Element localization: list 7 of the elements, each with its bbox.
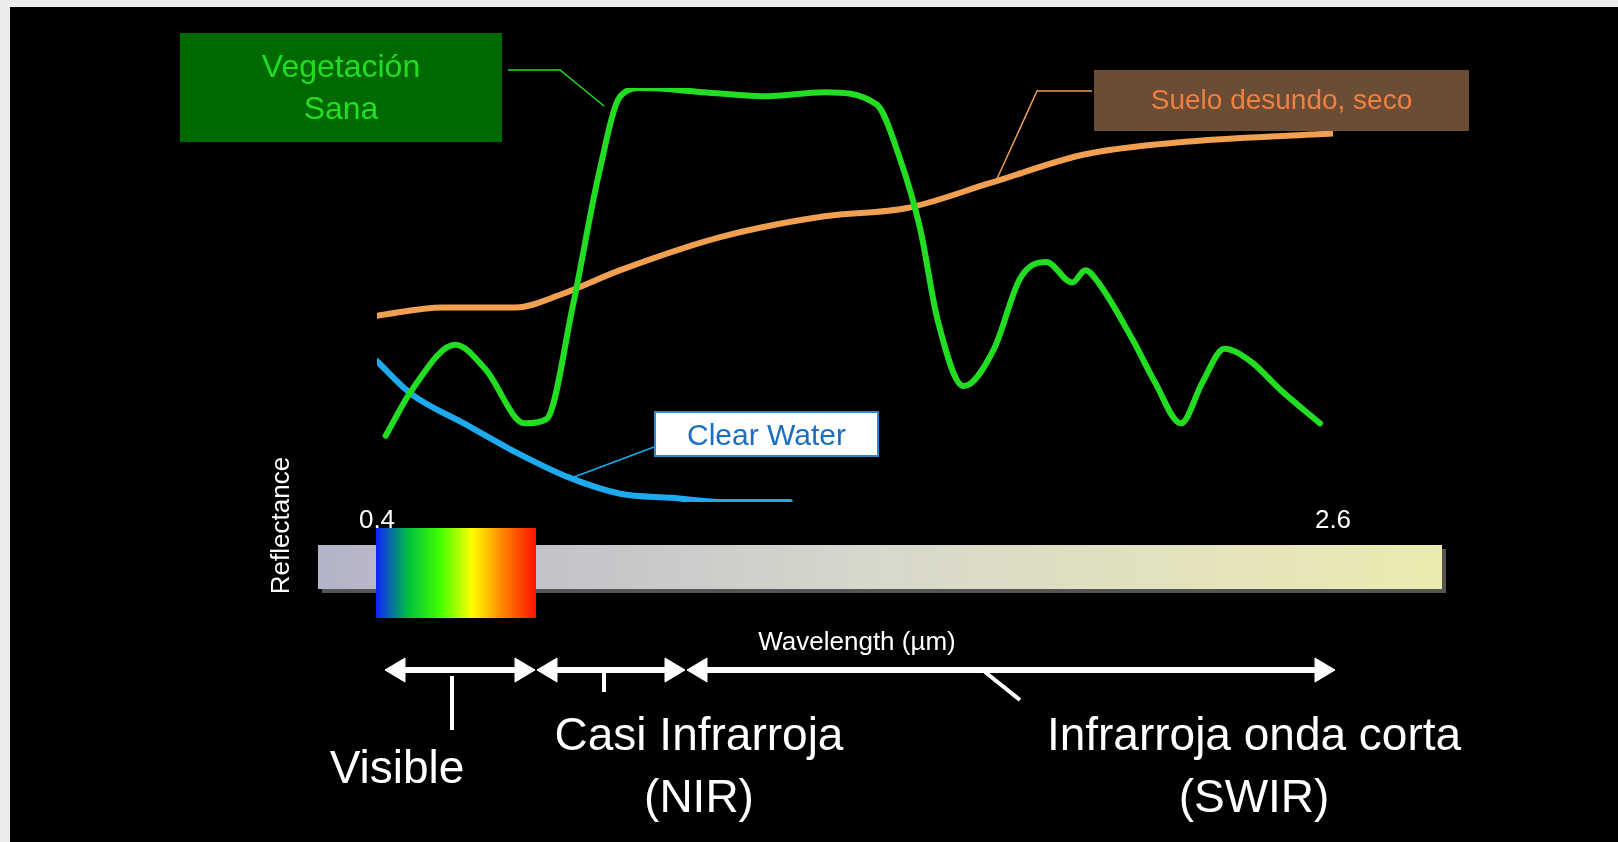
- y-axis-title: Reflectance: [264, 455, 296, 597]
- text: Infrarroja onda corta (SWIR): [1045, 707, 1463, 824]
- x-tick-label: 2.6: [1314, 503, 1352, 534]
- x-axis-title: Wavelength (µm): [757, 626, 957, 657]
- text: Visible: [328, 740, 466, 795]
- text: Casi Infrarroja (NIR): [553, 707, 845, 824]
- x-tick-label: 0.4: [358, 503, 396, 534]
